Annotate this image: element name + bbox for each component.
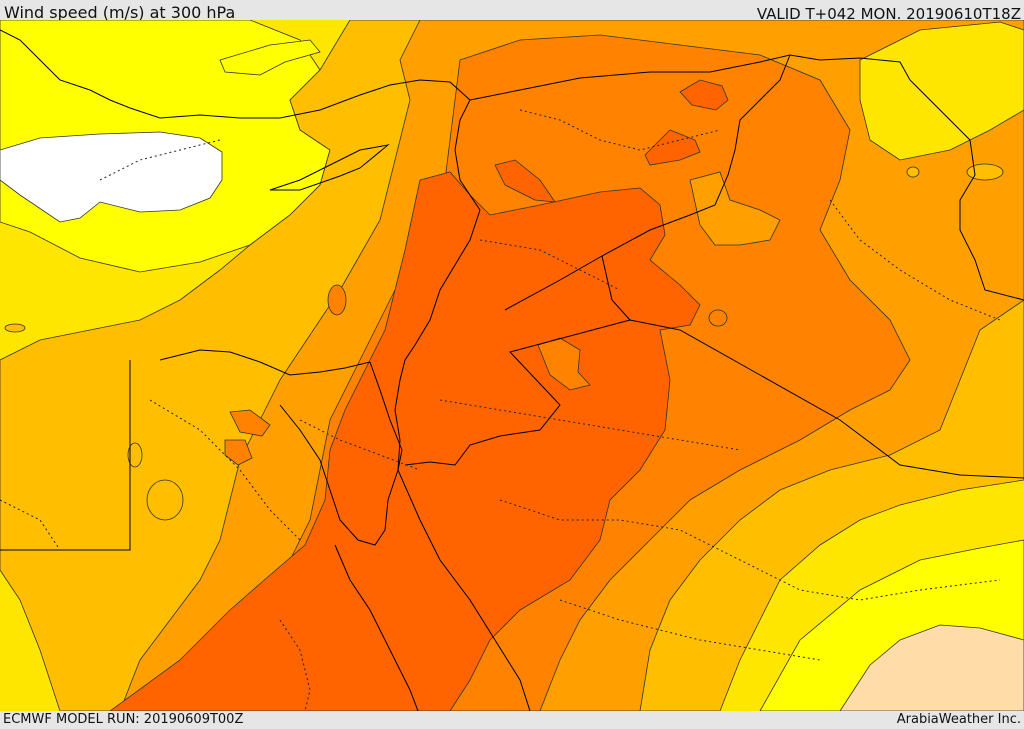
weather-map[interactable] <box>0 20 1024 711</box>
pocket-orange-mid-1 <box>537 337 591 391</box>
blob-orange-dark-3 <box>494 159 556 203</box>
header-bar: Wind speed (m/s) at 300 hPa VALID T+042 … <box>0 0 1024 23</box>
map-title: Wind speed (m/s) at 300 hPa <box>4 3 236 22</box>
credit-label: ArabiaWeather Inc. <box>896 712 1021 727</box>
border-egypt-libya <box>0 360 131 551</box>
admin-line-7 <box>559 599 821 661</box>
borders-solid <box>0 29 1024 711</box>
admin-line-8 <box>829 199 1001 321</box>
border-jordan-iraq-saudi <box>601 255 1024 479</box>
coast-turkey-south <box>279 79 481 211</box>
admin-line-6 <box>499 499 1001 601</box>
blob-orange-dark-1 <box>679 79 729 111</box>
wind-speed-map-svg <box>0 20 1024 711</box>
island-orange-mid-2 <box>224 439 253 466</box>
valid-time: VALID T+042 MON. 20190610T18Z <box>756 5 1021 23</box>
model-run-label: ECMWF MODEL RUN: 20190609T00Z <box>3 712 244 727</box>
island-orange-mid-1 <box>229 409 271 437</box>
border-syria-turkey <box>469 54 911 101</box>
blob-orange-dark-2 <box>644 129 701 166</box>
border-iraq-iran <box>909 79 1024 301</box>
border-syria-iraq <box>504 54 791 311</box>
pocket-yellow-1-north <box>219 39 321 76</box>
pocket-yellow-2-northeast <box>859 21 1024 161</box>
pocket-yellow-orange-1 <box>146 479 184 521</box>
admin-line-11 <box>279 619 311 711</box>
coast-egypt-north <box>159 349 371 376</box>
band-calm-white <box>0 131 223 223</box>
admin-line-2 <box>479 239 621 291</box>
coast-levant <box>394 209 481 471</box>
coast-aegean <box>0 29 280 119</box>
admin-line-9 <box>99 139 221 181</box>
footer-bar: ECMWF MODEL RUN: 20190609T00Z ArabiaWeat… <box>0 711 1024 729</box>
coast-redsea-east <box>397 469 531 711</box>
pocket-orange-light-1 <box>689 171 781 246</box>
pocket-yellow-orange-2 <box>4 323 26 333</box>
pocket-yellow-orange-3 <box>127 442 143 468</box>
admin-line-1 <box>519 109 721 151</box>
band-orange-dark-jet-core <box>109 171 701 711</box>
border-jordan-saudi <box>404 319 631 466</box>
admin-line-4 <box>299 419 421 471</box>
island-orange-mid-4 <box>708 309 728 327</box>
pocket-yellow-orange-4 <box>906 166 920 178</box>
island-orange-mid-3 <box>327 284 347 316</box>
coast-cyprus <box>269 144 390 191</box>
pocket-yellow-orange-5 <box>966 163 1004 181</box>
borders-dotted <box>0 109 1001 711</box>
band-light-peach-southeast <box>839 624 1024 711</box>
border-sinai <box>279 361 403 546</box>
coast-redsea-west <box>334 544 419 711</box>
admin-line-3 <box>439 399 741 451</box>
